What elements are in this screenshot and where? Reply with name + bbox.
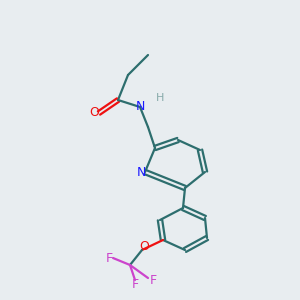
Text: H: H: [156, 93, 164, 103]
Text: F: F: [105, 251, 112, 265]
Text: F: F: [149, 274, 157, 286]
Text: N: N: [135, 100, 145, 113]
Text: F: F: [131, 278, 139, 292]
Text: N: N: [136, 166, 146, 178]
Text: O: O: [89, 106, 99, 119]
Text: O: O: [139, 239, 149, 253]
